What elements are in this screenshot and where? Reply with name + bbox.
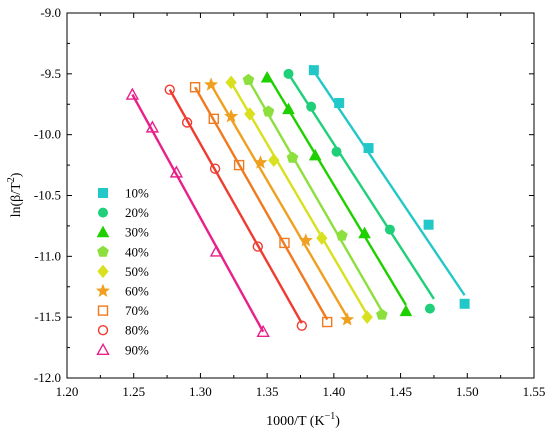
data-point (283, 68, 294, 79)
y-tick-label: -10.0 (34, 127, 61, 142)
data-point (399, 304, 413, 317)
legend-marker (96, 225, 110, 238)
data-point (286, 151, 299, 163)
legend-label: 20% (125, 205, 149, 220)
data-point (308, 148, 322, 161)
x-tick-label: 1.50 (456, 384, 479, 399)
data-point (181, 117, 193, 128)
data-point (334, 98, 345, 109)
data-point (224, 109, 239, 123)
legend-marker (97, 264, 109, 279)
legend-marker (98, 207, 108, 218)
y-tick-label: -11.0 (34, 248, 61, 263)
data-point (340, 312, 355, 326)
data-point (244, 107, 256, 121)
legend-label: 60% (125, 284, 149, 299)
data-point (209, 244, 224, 257)
legend-label: 30% (125, 225, 149, 240)
fit-line (308, 64, 466, 296)
x-tick-label: 1.35 (256, 384, 279, 399)
x-tick-label: 1.45 (389, 384, 412, 399)
fit-line (247, 79, 383, 312)
legend-marker (96, 342, 110, 355)
data-point (169, 165, 184, 178)
data-point (306, 101, 317, 112)
data-point (336, 229, 348, 241)
data-point (164, 84, 175, 95)
data-point (298, 233, 313, 247)
data-point (256, 324, 270, 337)
y-tick-label: -9.0 (40, 5, 61, 20)
data-point (260, 70, 274, 83)
legend: 10% 20% 30% 40% 50% 60% 70% 80% 90% (95, 186, 149, 357)
data-point (363, 143, 374, 154)
legend-marker (95, 283, 111, 297)
fit-line (131, 93, 265, 333)
data-point (282, 102, 295, 115)
data-point (225, 75, 237, 90)
legend-label: 70% (125, 303, 149, 318)
data-point (204, 77, 219, 91)
data-point (384, 224, 395, 235)
data-point (296, 320, 308, 331)
data-point (376, 308, 388, 320)
data-point (189, 82, 201, 93)
legend-label: 50% (125, 264, 149, 279)
data-point (268, 153, 280, 167)
data-point (208, 113, 219, 125)
fit-line (168, 89, 303, 324)
data-point (125, 87, 140, 100)
data-point (316, 231, 328, 245)
data-point (145, 120, 160, 133)
x-axis-title: 1000/T (K−1) (266, 411, 340, 429)
data-point (209, 163, 221, 174)
legend-marker (97, 245, 109, 257)
data-point (279, 237, 290, 249)
fit-line (194, 86, 329, 321)
legend-marker (98, 188, 108, 198)
data-point (423, 219, 434, 230)
fit-line (210, 84, 349, 318)
data-point (262, 105, 275, 117)
data-point (252, 241, 264, 252)
fit-line (230, 81, 369, 316)
x-tick-label: 1.40 (322, 384, 345, 399)
x-tick-label: 1.20 (56, 384, 79, 399)
x-tick-label: 1.30 (189, 384, 212, 399)
x-tick-label: 1.55 (523, 384, 546, 399)
data-point (361, 310, 373, 324)
data-point (459, 298, 470, 309)
y-axis-title: ln(β/T2) (6, 172, 24, 217)
data-point (308, 65, 319, 76)
legend-marker (97, 325, 109, 336)
data-point (242, 73, 255, 85)
data-point (358, 226, 371, 239)
data-point (233, 159, 245, 171)
y-tick-label: -11.5 (34, 309, 61, 324)
data-markers (125, 65, 470, 337)
legend-label: 80% (125, 323, 149, 338)
data-point (321, 316, 333, 328)
y-tick-label: -12.0 (34, 370, 61, 385)
y-tick-label: -9.5 (40, 66, 61, 81)
data-point (424, 303, 435, 314)
y-tick-label: -10.5 (34, 188, 61, 203)
data-point (331, 146, 342, 157)
legend-label: 10% (125, 186, 149, 201)
legend-marker (97, 305, 109, 316)
data-point (253, 155, 268, 169)
axis-ticks: 1.20 1.25 1.30 1.35 1.40 1.45 1.50 1.55 -9.0 -9.5… (34, 5, 545, 399)
legend-label: 40% (125, 244, 149, 259)
legend-label: 90% (125, 342, 149, 357)
x-tick-label: 1.25 (122, 384, 145, 399)
fit-lines (131, 64, 466, 333)
